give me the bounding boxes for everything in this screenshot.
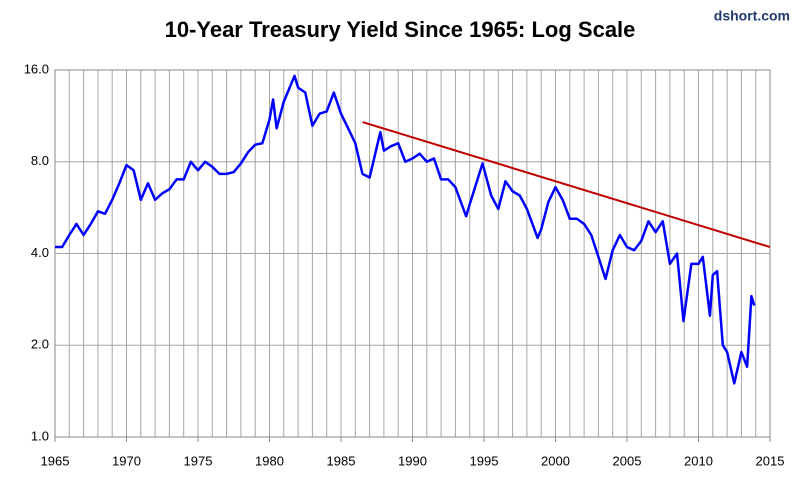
x-tick-label: 2005 xyxy=(613,453,642,468)
x-tick-label: 1965 xyxy=(41,453,70,468)
y-tick-label: 1.0 xyxy=(31,428,49,443)
y-tick-label: 4.0 xyxy=(31,245,49,260)
x-tick-label: 1980 xyxy=(255,453,284,468)
x-tick-label: 2000 xyxy=(541,453,570,468)
y-tick-label: 8.0 xyxy=(31,153,49,168)
x-tick-label: 1995 xyxy=(470,453,499,468)
x-tick-label: 1985 xyxy=(327,453,356,468)
x-tick-label: 2015 xyxy=(756,453,785,468)
x-tick-label: 1975 xyxy=(184,453,213,468)
y-tick-label: 16.0 xyxy=(24,61,49,76)
x-tick-label: 1970 xyxy=(112,453,141,468)
plot-border xyxy=(54,69,771,438)
trend-line xyxy=(362,121,771,248)
series-line xyxy=(55,74,756,385)
x-tick-label: 1990 xyxy=(398,453,427,468)
y-tick-label: 2.0 xyxy=(31,337,49,352)
chart-title: 10-Year Treasury Yield Since 1965: Log S… xyxy=(165,17,636,42)
source: dshort.com xyxy=(714,8,790,24)
x-tick-label: 2010 xyxy=(684,453,713,468)
